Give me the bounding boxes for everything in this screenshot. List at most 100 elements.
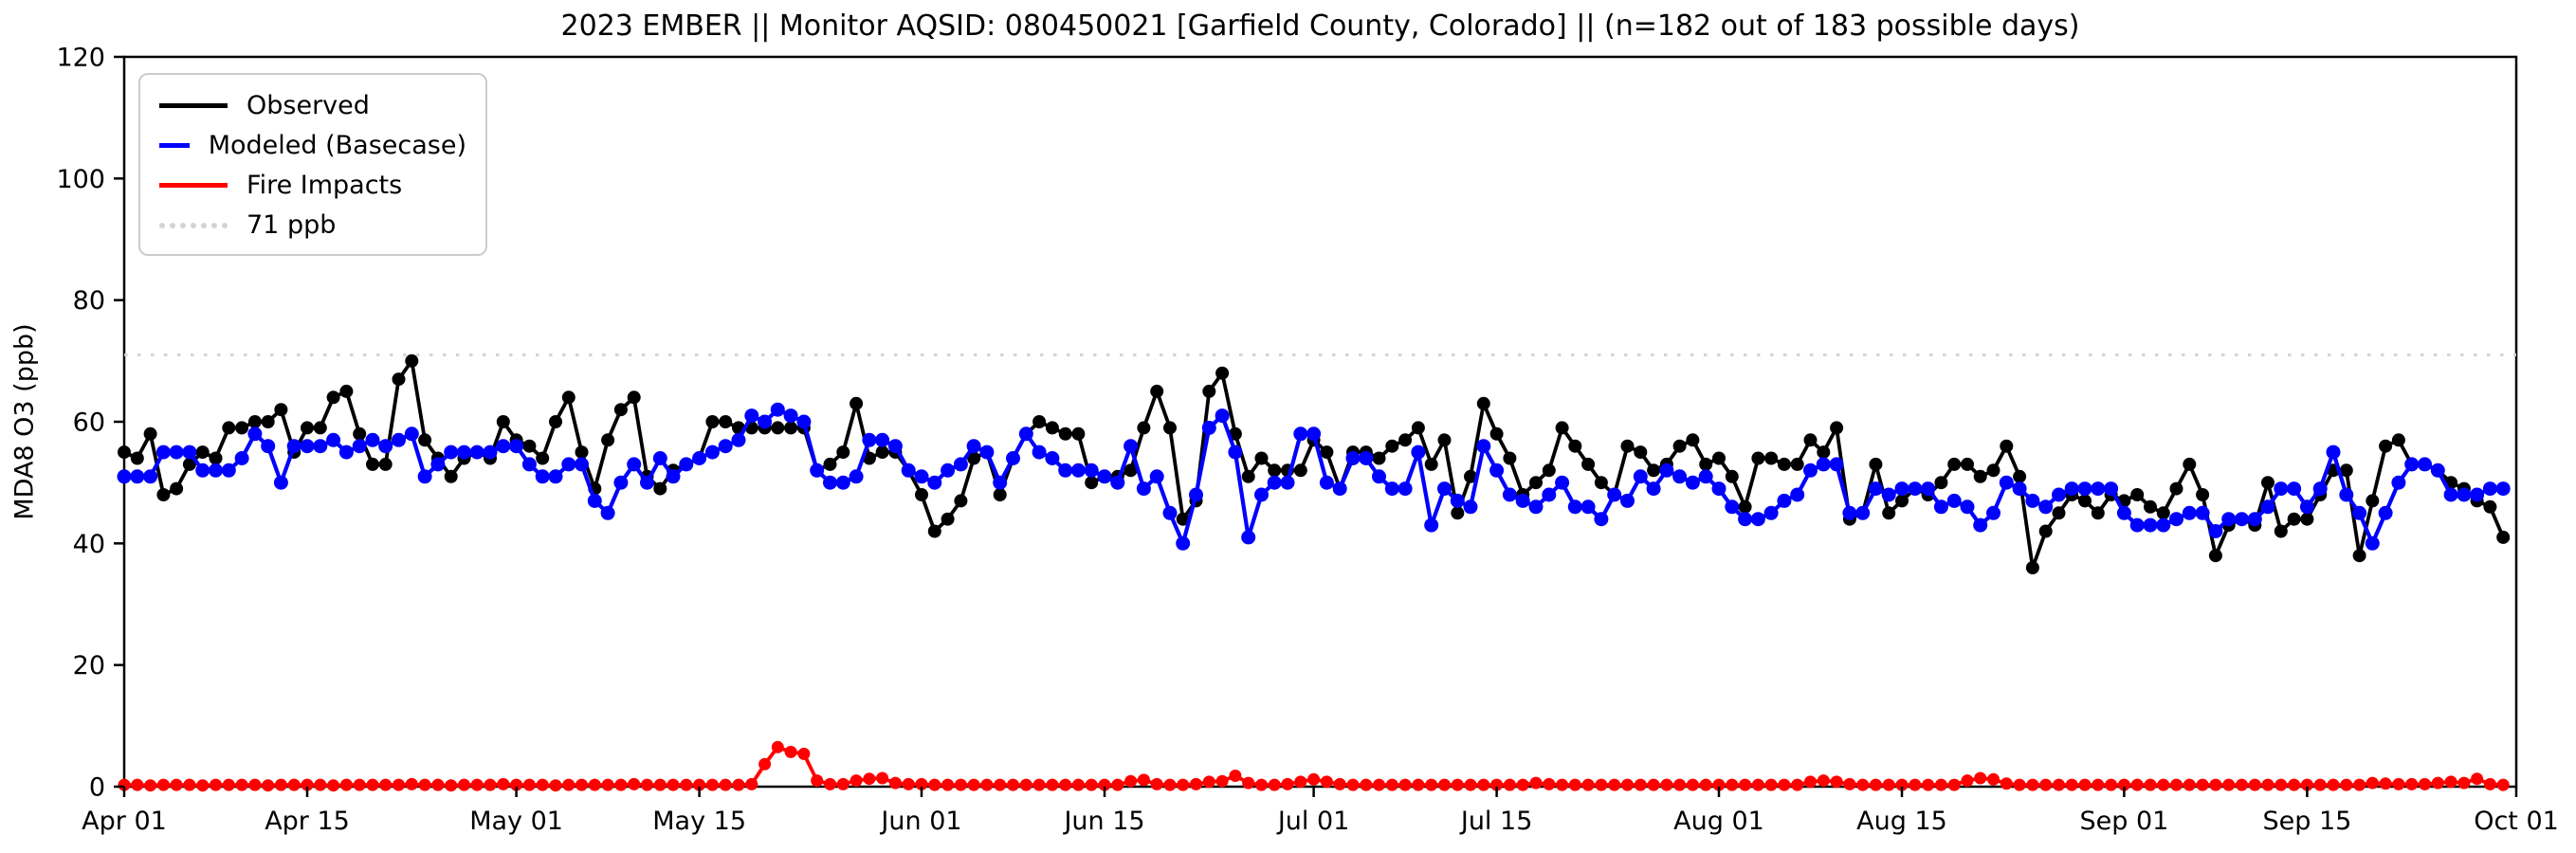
series-0-marker-150: [2078, 494, 2092, 508]
series-1-marker-154: [2129, 517, 2145, 533]
series-2-marker-45: [705, 778, 719, 791]
x-tick-label: Aug 01: [1673, 807, 1764, 836]
series-1-marker-158: [2182, 505, 2197, 520]
series-0-marker-79: [1150, 384, 1164, 398]
series-2-marker-2: [144, 779, 157, 792]
legend: Observed Modeled (Basecase) Fire Impacts…: [138, 73, 487, 256]
series-1-marker-110: [1555, 475, 1570, 490]
series-1-marker-23: [417, 469, 432, 484]
series-0-marker-35: [575, 445, 589, 460]
series-2-marker-146: [2026, 778, 2039, 791]
series-2-marker-75: [1098, 778, 1111, 791]
series-0-marker-128: [1790, 457, 1804, 471]
series-0-marker-11: [261, 415, 275, 428]
series-1-marker-42: [666, 469, 681, 484]
legend-item-fire: Fire Impacts: [159, 170, 466, 201]
series-2-marker-150: [2078, 778, 2092, 791]
series-0-marker-98: [1398, 433, 1413, 447]
series-2-marker-119: [1673, 778, 1687, 791]
series-0-marker-38: [613, 403, 628, 417]
series-0-marker-4: [170, 481, 184, 496]
series-0-marker-39: [627, 390, 641, 405]
x-tick-label: Oct 01: [2474, 807, 2559, 836]
series-2-marker-38: [614, 778, 628, 791]
series-2-marker-63: [941, 778, 955, 791]
series-1-marker-28: [483, 445, 498, 460]
series-2-marker-175: [2405, 777, 2419, 790]
series-0-marker-55: [836, 445, 850, 460]
series-1-marker-63: [941, 463, 956, 478]
series-1-marker-51: [783, 408, 798, 424]
series-0-marker-31: [522, 439, 537, 453]
series-1-marker-119: [1672, 469, 1688, 484]
series-1-marker-176: [2418, 457, 2432, 472]
series-0-marker-45: [705, 415, 720, 428]
series-0-marker-145: [2013, 469, 2027, 483]
series-2-marker-44: [693, 778, 706, 791]
series-1-marker-86: [1241, 530, 1256, 545]
series-1-marker-46: [718, 439, 733, 454]
series-2-marker-158: [2183, 778, 2196, 791]
series-1-marker-97: [1384, 481, 1399, 497]
series-1-marker-129: [1803, 463, 1818, 478]
series-2-marker-76: [1111, 778, 1124, 791]
series-2-marker-109: [1543, 777, 1556, 790]
series-0-marker-120: [1686, 433, 1700, 447]
series-1-marker-167: [2299, 499, 2314, 515]
series-1-marker-155: [2143, 517, 2158, 533]
series-1-marker-14: [300, 439, 315, 454]
series-0-marker-8: [222, 421, 236, 435]
series-0-marker-141: [1961, 457, 1974, 471]
series-0-marker-122: [1712, 451, 1726, 465]
series-0-marker-151: [2091, 506, 2105, 520]
series-2-marker-95: [1360, 778, 1373, 791]
series-1-marker-27: [469, 445, 484, 460]
series-1-marker-29: [496, 439, 511, 454]
series-0-marker-15: [313, 421, 327, 435]
series-2-marker-159: [2196, 778, 2209, 791]
series-2-marker-156: [2157, 778, 2170, 791]
series-0-marker-19: [366, 457, 379, 471]
series-2-marker-164: [2261, 778, 2275, 791]
series-1-marker-179: [2457, 487, 2472, 502]
series-2-marker-149: [2065, 778, 2078, 791]
series-2-marker-78: [1137, 773, 1150, 787]
series-1-marker-125: [1750, 512, 1765, 527]
series-0-marker-62: [927, 524, 941, 538]
series-2-marker-29: [497, 777, 510, 790]
series-2-marker-0: [118, 778, 131, 791]
series-1-marker-133: [1855, 505, 1871, 520]
series-0-marker-125: [1751, 451, 1765, 465]
chart-title: 2023 EMBER || Monitor AQSID: 080450021 […: [560, 9, 2080, 43]
series-1-marker-0: [117, 469, 132, 484]
modeled-line-sample-icon: [159, 143, 190, 148]
series-2-marker-35: [575, 778, 588, 791]
series-0-marker-29: [496, 415, 510, 428]
series-1-marker-36: [587, 493, 602, 508]
series-1-marker-82: [1189, 487, 1203, 502]
series-2-marker-128: [1791, 778, 1804, 791]
series-2-marker-20: [379, 778, 393, 791]
series-2-marker-177: [2431, 776, 2444, 789]
series-2-marker-40: [641, 778, 653, 791]
series-2-marker-60: [902, 777, 915, 790]
fire-line-sample-icon: [159, 183, 228, 188]
series-2-marker-136: [1895, 778, 1909, 791]
series-0-marker-58: [875, 445, 889, 460]
series-2-marker-93: [1333, 777, 1346, 790]
series-2-marker-17: [339, 778, 353, 791]
series-2-marker-129: [1804, 775, 1817, 789]
series-0-marker-165: [2274, 524, 2288, 538]
series-2-marker-23: [418, 778, 431, 791]
series-2-marker-72: [1059, 778, 1072, 791]
series-1-marker-124: [1738, 512, 1753, 527]
series-1-marker-71: [1045, 451, 1060, 465]
series-2-marker-91: [1307, 772, 1321, 786]
series-2-marker-52: [797, 747, 811, 760]
series-1-marker-89: [1280, 475, 1295, 490]
series-1-marker-13: [286, 439, 301, 454]
series-2-marker-122: [1712, 778, 1726, 791]
series-1-marker-58: [875, 432, 890, 447]
series-1-marker-182: [2495, 481, 2511, 497]
series-2-marker-47: [732, 778, 745, 791]
